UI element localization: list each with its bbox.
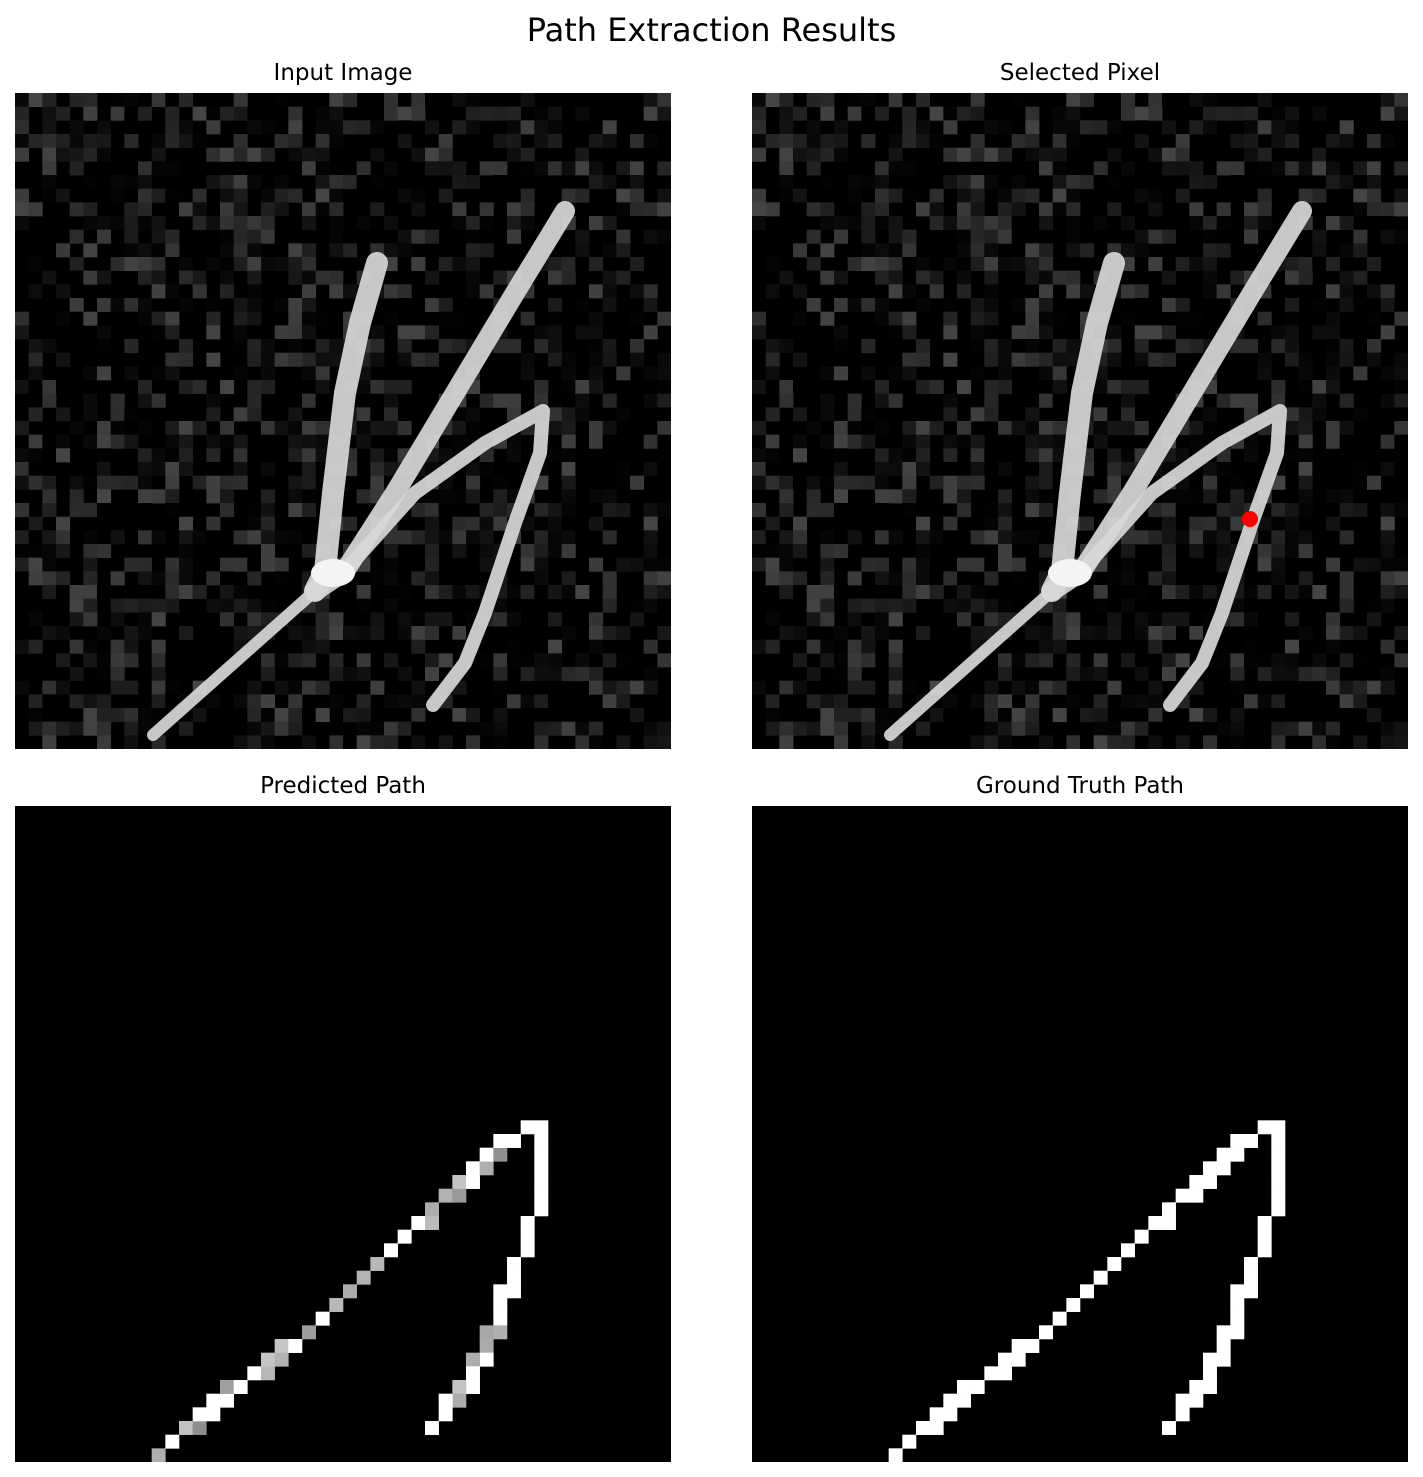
panel-title-selected: Selected Pixel — [999, 60, 1161, 86]
ground-truth-path-panel — [752, 806, 1408, 1462]
predicted-path-image — [151, 1120, 549, 1462]
panel-title-predicted: Predicted Path — [260, 773, 426, 799]
figure-title: Path Extraction Results — [526, 11, 897, 49]
selected-pixel-image — [752, 93, 1408, 749]
panel-title-input: Input Image — [273, 60, 413, 86]
selected-pixel-marker — [1242, 511, 1258, 527]
stroke-layer — [884, 201, 1312, 741]
panel-title-ground-truth: Ground Truth Path — [975, 773, 1185, 799]
input-image-panel — [15, 93, 671, 749]
path-pixels — [888, 1120, 1286, 1462]
predicted-path-panel — [15, 806, 671, 1462]
ground-truth-path-image — [888, 1120, 1286, 1462]
path-pixels — [151, 1120, 549, 1462]
input-image — [15, 93, 671, 749]
selected-pixel-panel — [752, 93, 1408, 749]
stroke-layer — [147, 201, 575, 741]
